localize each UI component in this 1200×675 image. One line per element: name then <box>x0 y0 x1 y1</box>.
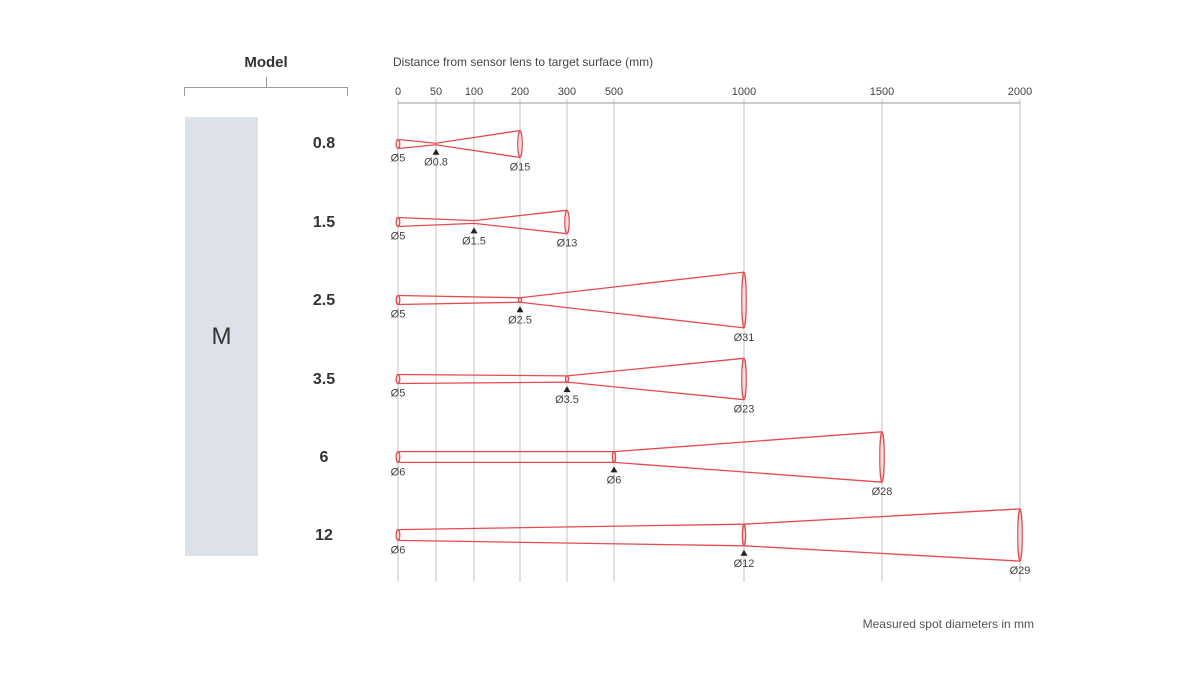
model-label: 6 <box>319 449 329 466</box>
spot-ellipse-start <box>395 294 401 306</box>
beam-edge-upper <box>397 129 521 144</box>
spot-ellipse-start <box>395 450 401 464</box>
start-diameter-label: Ø5 <box>391 388 406 400</box>
footnote: Measured spot diameters in mm <box>862 617 1034 631</box>
start-diameter-label: Ø6 <box>391 466 406 478</box>
axis-tick-label: 1000 <box>732 86 756 98</box>
axis-tick-label: 500 <box>605 86 623 98</box>
beam-edge-lower <box>397 222 568 235</box>
beam-row: Ø6 Ø6 Ø28 <box>391 431 893 498</box>
axis-tick-label: 2000 <box>1008 86 1032 98</box>
model-header-bracket-tick <box>266 77 267 87</box>
model-label: 1.5 <box>312 214 336 231</box>
spot-ellipse-focus <box>741 523 747 547</box>
beam-edge-lower <box>397 301 745 329</box>
focus-diameter-label: Ø12 <box>734 558 755 570</box>
model-header-bracket <box>184 87 348 96</box>
focus-marker <box>610 466 618 473</box>
axis-tick-label: 0 <box>395 86 401 98</box>
focus-diameter-label: Ø6 <box>607 474 622 486</box>
axis-tick-label: 100 <box>465 86 483 98</box>
spot-ellipse-focus <box>564 375 570 383</box>
model-column-header: Model <box>244 54 288 71</box>
series-box: M <box>185 117 258 556</box>
beam-row: Ø5 Ø1.5 Ø13 <box>391 209 578 250</box>
end-diameter-label: Ø31 <box>734 332 755 344</box>
beam-row: Ø5 Ø3.5 Ø23 <box>391 357 755 416</box>
focus-diameter-label: Ø3.5 <box>555 394 579 406</box>
beam-edge-upper <box>398 431 883 453</box>
axis-tick-label: 50 <box>430 86 442 98</box>
spot-ellipse-end <box>741 357 747 401</box>
spot-ellipse-start <box>395 373 401 385</box>
beam-edge-lower <box>397 144 521 159</box>
beam-row: Ø5 Ø0.8 Ø15 <box>391 129 531 174</box>
start-diameter-label: Ø6 <box>391 544 406 556</box>
start-diameter-label: Ø5 <box>391 309 406 321</box>
spot-ellipse-focus <box>517 297 523 303</box>
spot-ellipse-end <box>1017 508 1023 562</box>
axis-tick-label: 200 <box>511 86 529 98</box>
model-label: 3.5 <box>312 371 336 388</box>
spot-ellipse-start <box>395 528 401 542</box>
end-diameter-label: Ø15 <box>510 162 531 174</box>
start-diameter-label: Ø5 <box>391 153 406 165</box>
focus-diameter-label: Ø2.5 <box>508 314 532 326</box>
end-diameter-label: Ø13 <box>557 238 578 250</box>
beam-edge-upper <box>397 271 745 299</box>
spot-ellipse-end <box>564 209 570 235</box>
spot-ellipse-end <box>741 271 747 329</box>
distance-axis-title: Distance from sensor lens to target surf… <box>393 55 654 69</box>
model-label: 12 <box>315 527 333 544</box>
spot-ellipse-end <box>879 431 885 483</box>
spot-ellipse-start <box>395 216 401 228</box>
model-label: 0.8 <box>312 135 336 152</box>
beam-edge-upper <box>397 357 745 377</box>
axis-tick-label: 1500 <box>870 86 894 98</box>
beam-edge-lower <box>398 461 883 483</box>
focus-marker <box>563 386 571 393</box>
beam-edge-lower <box>397 539 1021 562</box>
end-diameter-label: Ø29 <box>1010 565 1031 577</box>
focus-marker <box>432 148 440 155</box>
spot-ellipse-focus <box>611 450 617 464</box>
spot-ellipse-start <box>395 138 401 150</box>
focus-marker <box>516 306 524 313</box>
focus-marker <box>470 227 478 234</box>
start-diameter-label: Ø5 <box>391 231 406 243</box>
series-label: M <box>211 322 232 350</box>
focus-diameter-label: Ø0.8 <box>424 157 448 169</box>
focus-diameter-label: Ø1.5 <box>462 235 486 247</box>
model-label: 2.5 <box>312 292 336 309</box>
end-diameter-label: Ø23 <box>734 404 755 416</box>
beam-edge-upper <box>397 209 568 222</box>
spot-ellipse-end <box>517 129 523 159</box>
focus-marker <box>740 549 748 556</box>
beam-row: Ø6 Ø12 Ø29 <box>391 508 1031 577</box>
beam-edge-upper <box>397 508 1021 531</box>
axis-tick-label: 300 <box>558 86 576 98</box>
end-diameter-label: Ø28 <box>872 486 893 498</box>
beam-row: Ø5 Ø2.5 Ø31 <box>391 271 755 344</box>
